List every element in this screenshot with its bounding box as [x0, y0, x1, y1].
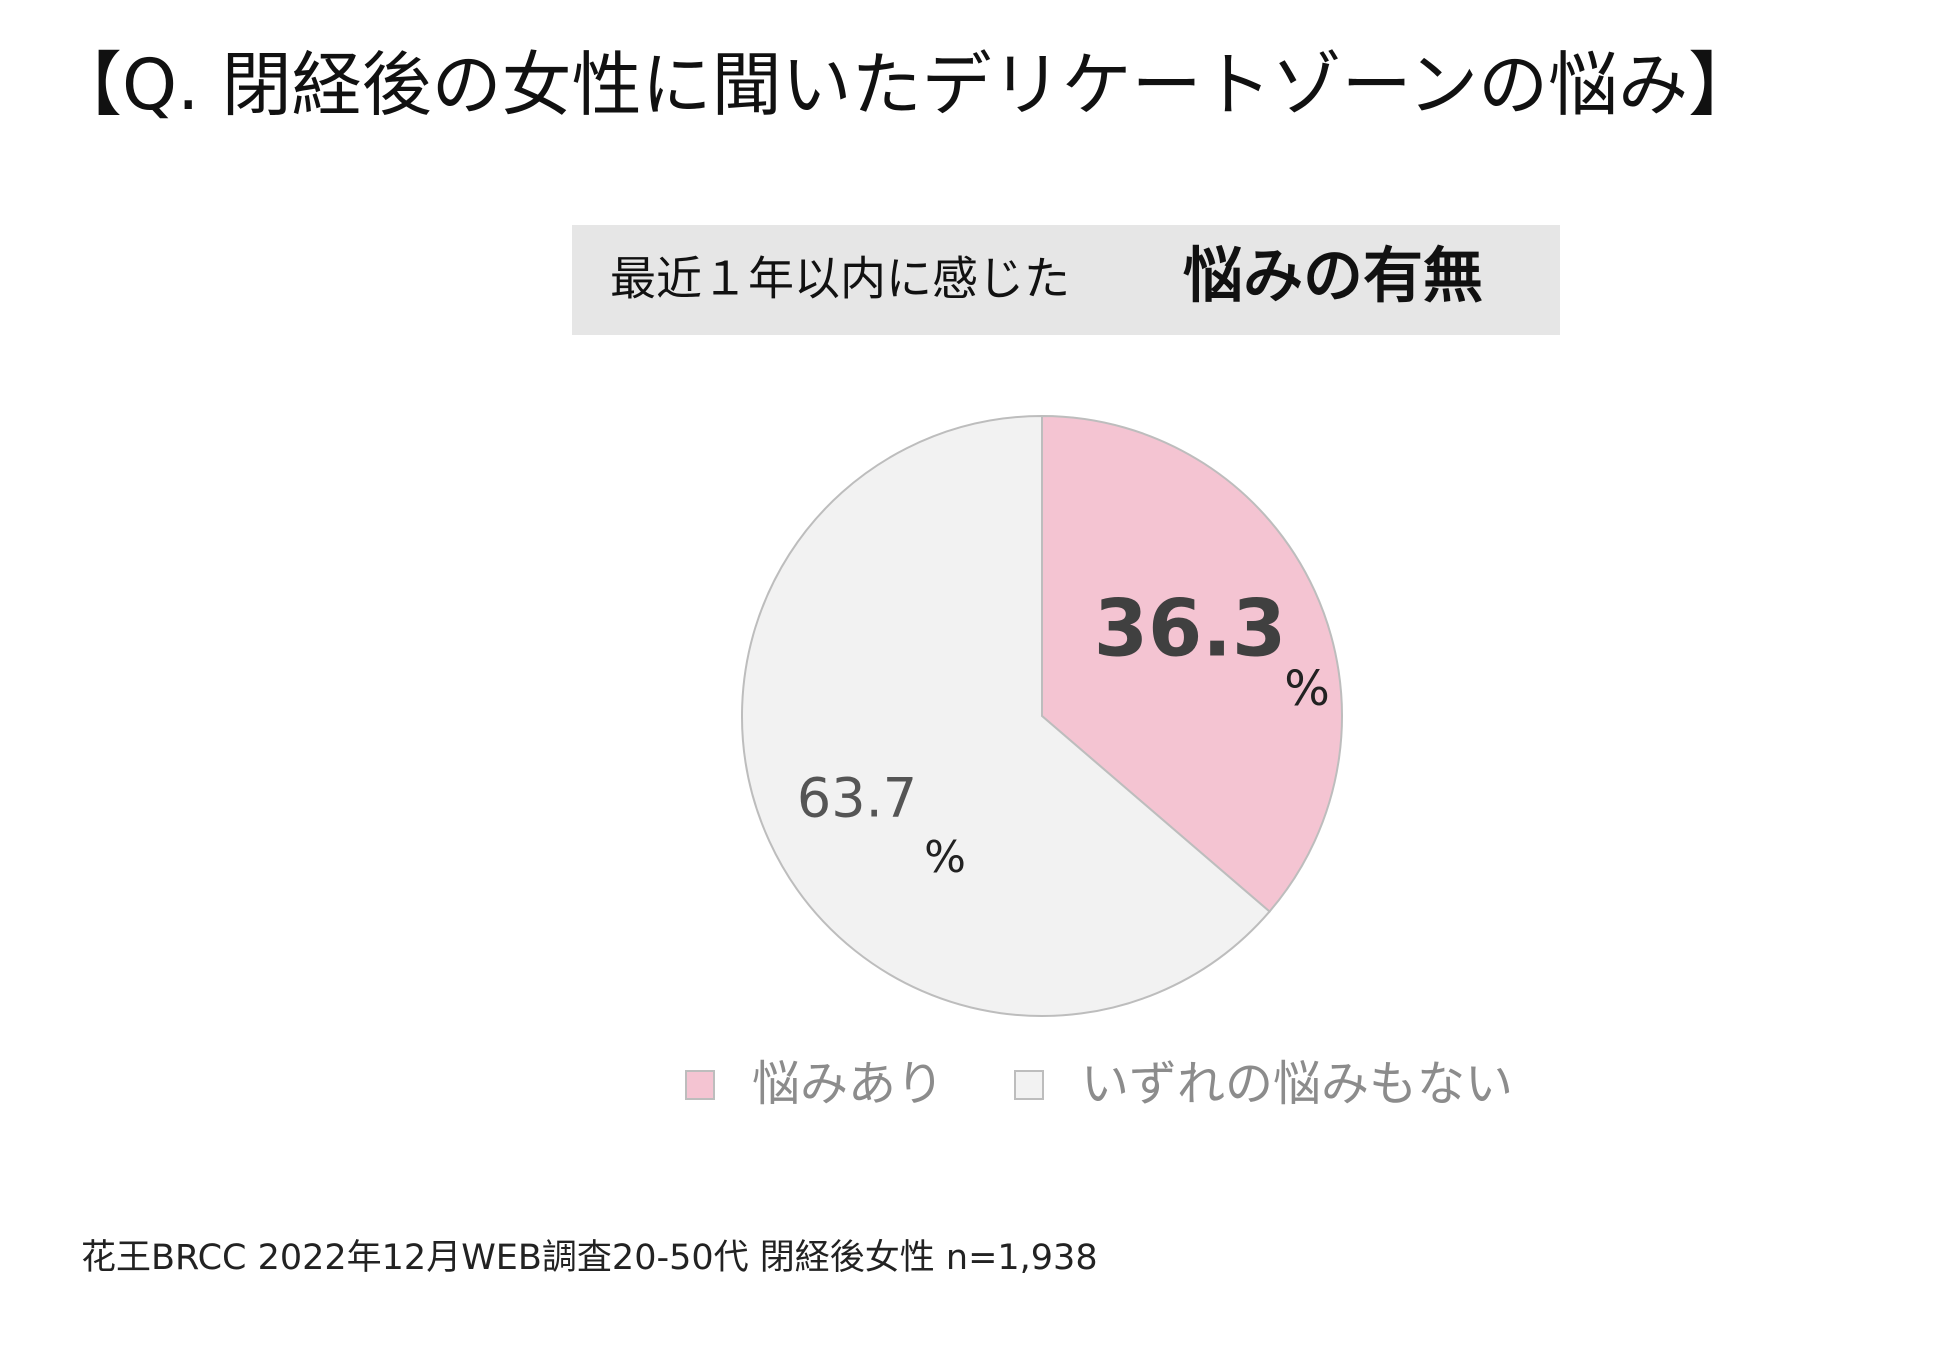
pie-slice — [1041, 414, 1343, 913]
data-label-unit: % — [924, 832, 966, 883]
chart-title: 【Q. 閉経後の女性に聞いたデリケートゾーンの悩み】 — [52, 44, 1758, 126]
legend-label: いずれの悩みもない — [1081, 1056, 1513, 1112]
legend-label: 悩みあり — [752, 1056, 944, 1112]
data-label: 36.3 — [1094, 584, 1286, 674]
legend-swatch — [685, 1070, 715, 1100]
subtitle-emphasis: 悩みの有無 — [1183, 242, 1483, 312]
pie-slice — [741, 414, 1271, 1017]
subtitle: 最近１年以内に感じた — [610, 252, 1070, 306]
legend-swatch — [1014, 1070, 1044, 1100]
data-label-unit: % — [1284, 661, 1330, 717]
data-label: 63.7 — [797, 767, 917, 830]
footnote: 花王BRCC 2022年12月WEB調査20-50代 閉経後女性 n=1,938 — [81, 1238, 1098, 1278]
subtitle-box — [572, 225, 1560, 335]
